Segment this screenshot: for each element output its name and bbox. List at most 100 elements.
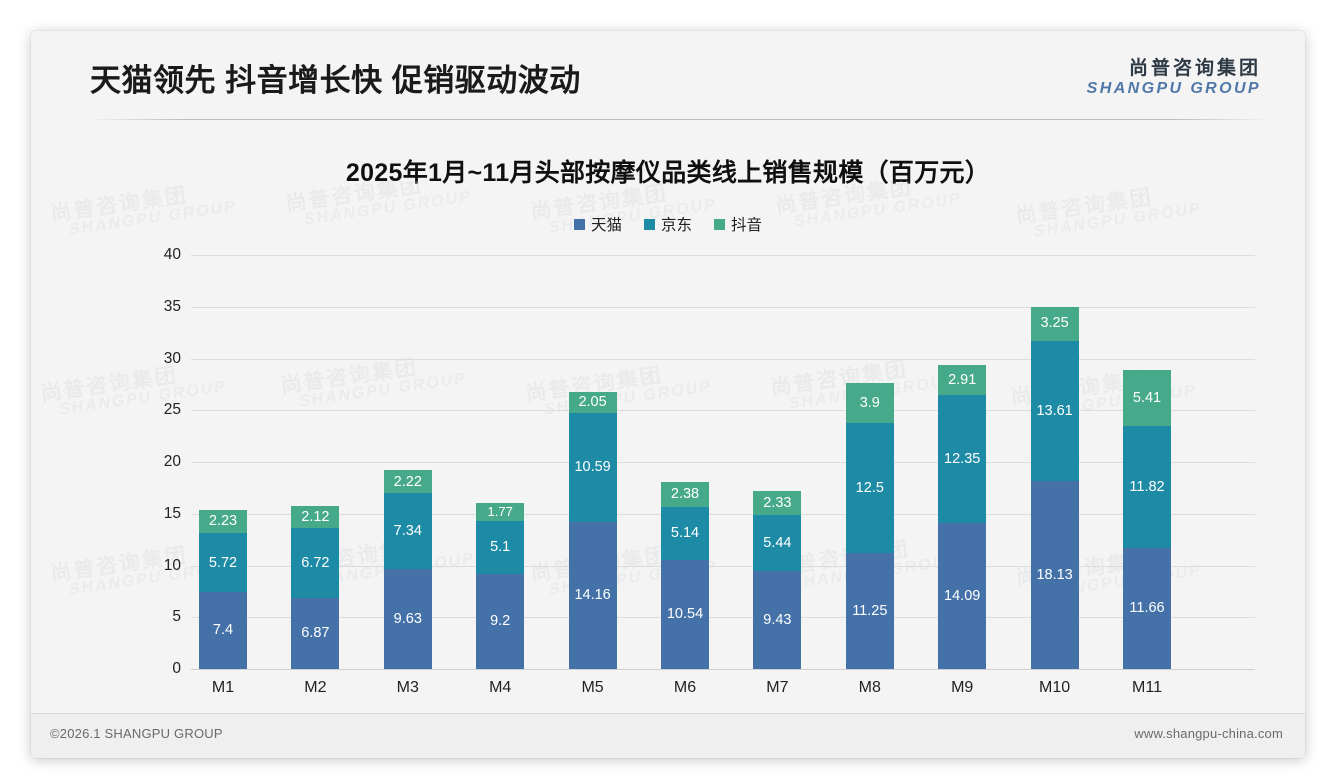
bar-value-label: 5.41 <box>1132 389 1162 406</box>
x-axis-label-M5: M5 <box>581 679 604 696</box>
bar-segment-京东[interactable]: 7.34 <box>383 493 432 570</box>
bar-value-label: 18.13 <box>1036 566 1073 583</box>
bar-value-label: 10.59 <box>574 459 611 476</box>
bar-segment-抖音[interactable]: 2.22 <box>383 470 432 494</box>
chart-bars: 2.23 5.72 7.4 2.12 6.72 6.87 2.22 7.34 9.63 1.77 5… <box>191 249 1253 669</box>
gridline <box>191 306 1255 308</box>
bar-value-label: 11.25 <box>852 602 888 619</box>
bar-group-M9[interactable]: 2.91 12.35 14.09 <box>938 365 987 669</box>
legend-swatch-icon <box>573 218 585 230</box>
bar-segment-天猫[interactable]: 10.54 <box>661 559 709 669</box>
bar-segment-抖音[interactable]: 3.9 <box>845 382 894 424</box>
bar-segment-天猫[interactable]: 9.2 <box>476 573 525 669</box>
bar-value-label: 2.38 <box>670 486 700 503</box>
legend-label: 抖音 <box>731 217 763 234</box>
chart-x-axis-labels: M1 M2 M3 M4 M5 M6 M7 M8 M9 M10 M11 <box>191 679 1253 709</box>
bar-group-M10[interactable]: 3.25 13.61 18.13 <box>1030 306 1079 669</box>
y-axis-tick-label: 35 <box>163 297 181 315</box>
bar-segment-抖音[interactable]: 2.38 <box>661 482 709 507</box>
brand-name-en: SHANGPU GROUP <box>1086 79 1261 97</box>
bar-group-M7[interactable]: 2.33 5.44 9.43 <box>753 491 802 669</box>
slide-footer: ©2026.1 SHANGPU GROUP www.shangpu-china.… <box>31 714 1305 758</box>
bar-segment-天猫[interactable]: 9.43 <box>753 571 802 669</box>
x-axis-label-M1: M1 <box>211 679 235 696</box>
bar-value-label: 10.54 <box>666 606 704 623</box>
bar-segment-京东[interactable]: 10.59 <box>568 412 617 523</box>
gridline <box>191 565 1255 567</box>
footer-copyright: ©2026.1 SHANGPU GROUP <box>50 726 223 741</box>
legend-label: 天猫 <box>590 217 622 234</box>
bar-value-label: 9.43 <box>763 611 792 628</box>
bar-segment-天猫[interactable]: 11.25 <box>845 552 894 669</box>
bar-value-label: 3.25 <box>1040 315 1069 332</box>
bar-segment-抖音[interactable]: 2.91 <box>938 365 987 396</box>
bar-value-label: 3.9 <box>859 394 880 411</box>
chart-legend: 天猫 京东 抖音 <box>31 213 1305 235</box>
bar-segment-京东[interactable]: 12.5 <box>845 423 894 553</box>
legend-item-天猫[interactable]: 天猫 <box>573 213 622 235</box>
bar-value-label: 2.22 <box>393 473 422 490</box>
x-axis-label-M7: M7 <box>766 679 789 696</box>
page-title: 天猫领先 抖音增长快 促销驱动波动 <box>90 63 581 98</box>
gridline <box>191 513 1255 515</box>
bar-group-M8[interactable]: 3.9 12.5 11.25 <box>845 382 894 669</box>
x-axis-label-M11: M11 <box>1132 679 1162 696</box>
bar-segment-京东[interactable]: 13.61 <box>1030 340 1079 482</box>
gridline <box>191 462 1255 463</box>
bar-segment-京东[interactable]: 5.14 <box>661 506 709 560</box>
bar-segment-抖音[interactable]: 1.77 <box>476 502 525 521</box>
bar-value-label: 5.72 <box>208 554 238 571</box>
y-axis-tick-label: 30 <box>163 349 181 367</box>
footer-website: www.shangpu-china.com <box>1134 726 1283 741</box>
bar-segment-京东[interactable]: 12.35 <box>938 395 987 524</box>
bar-value-label: 7.34 <box>393 523 422 540</box>
bar-group-M4[interactable]: 1.77 5.1 9.2 <box>476 502 525 669</box>
bar-segment-天猫[interactable]: 11.66 <box>1123 548 1171 669</box>
bar-value-label: 12.5 <box>855 479 884 496</box>
bar-segment-京东[interactable]: 5.44 <box>753 515 802 572</box>
bar-group-M11[interactable]: 5.41 11.82 11.66 <box>1123 370 1171 669</box>
gridline <box>191 617 1255 619</box>
bar-segment-抖音[interactable]: 2.12 <box>291 506 340 529</box>
bar-value-label: 5.1 <box>490 539 511 556</box>
bar-group-M3[interactable]: 2.22 7.34 9.63 <box>383 470 432 669</box>
bar-segment-抖音[interactable]: 2.05 <box>568 391 617 413</box>
bar-segment-京东[interactable]: 6.72 <box>291 528 340 598</box>
bar-segment-京东[interactable]: 11.82 <box>1123 426 1171 549</box>
bar-segment-抖音[interactable]: 2.23 <box>199 510 247 534</box>
bar-segment-京东[interactable]: 5.1 <box>476 521 525 574</box>
bar-group-M5[interactable]: 2.05 10.59 14.16 <box>568 391 617 669</box>
bar-segment-抖音[interactable]: 5.41 <box>1123 370 1171 426</box>
legend-item-抖音[interactable]: 抖音 <box>714 213 762 235</box>
gridline <box>191 358 1255 360</box>
bar-value-label: 11.66 <box>1129 600 1165 617</box>
bar-segment-抖音[interactable]: 3.25 <box>1030 306 1079 341</box>
bar-segment-抖音[interactable]: 2.33 <box>753 491 802 516</box>
legend-item-京东[interactable]: 京东 <box>643 213 692 235</box>
y-axis-tick-label: 10 <box>163 556 181 574</box>
x-axis-label-M8: M8 <box>858 679 881 696</box>
bar-segment-天猫[interactable]: 14.09 <box>938 523 987 669</box>
bar-value-label: 14.09 <box>944 587 981 604</box>
y-axis-tick-label: 40 <box>163 246 181 263</box>
x-axis-label-M6: M6 <box>673 679 697 696</box>
bar-value-label: 2.33 <box>763 494 792 511</box>
brand-name-cn: 尚普咨询集团 <box>1128 58 1261 79</box>
header-divider <box>90 119 1267 120</box>
bar-value-label: 2.91 <box>948 372 977 389</box>
bar-value-label: 14.16 <box>574 587 611 604</box>
x-axis-label-M4: M4 <box>489 679 512 696</box>
bar-group-M1[interactable]: 2.23 5.72 7.4 <box>199 510 247 669</box>
bar-segment-京东[interactable]: 5.72 <box>199 533 247 593</box>
bar-segment-天猫[interactable]: 18.13 <box>1030 481 1079 669</box>
bar-group-M2[interactable]: 2.12 6.72 6.87 <box>291 506 340 669</box>
bar-value-label: 11.82 <box>1129 478 1165 495</box>
bar-segment-天猫[interactable]: 14.16 <box>568 522 617 669</box>
bar-segment-天猫[interactable]: 9.63 <box>383 569 432 669</box>
bar-group-M6[interactable]: 2.38 5.14 10.54 <box>661 482 709 669</box>
bar-segment-天猫[interactable]: 7.4 <box>199 592 247 669</box>
brand-logo: 尚普咨询集团 SHANGPU GROUP <box>1086 58 1261 97</box>
bar-value-label: 2.23 <box>208 513 238 530</box>
bar-segment-天猫[interactable]: 6.87 <box>291 597 340 669</box>
